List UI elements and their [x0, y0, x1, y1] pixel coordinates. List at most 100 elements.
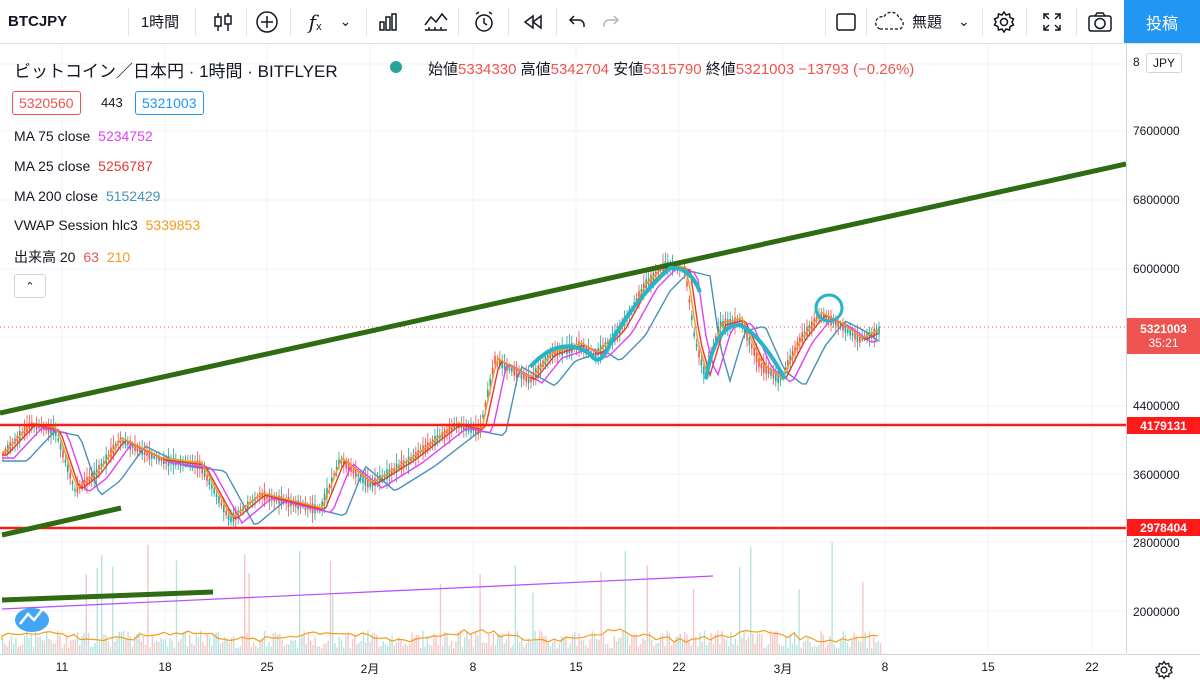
price-tick: 7600000: [1133, 124, 1180, 138]
volume-bar: [389, 639, 391, 654]
volume-bar: [343, 647, 345, 654]
time-axis[interactable]: [0, 654, 1126, 685]
volume-bar: [659, 635, 662, 654]
volume-bar: [842, 631, 844, 654]
layout-button[interactable]: 無題 ⌄: [872, 0, 982, 43]
volume-bar: [822, 634, 824, 654]
volume-bar: [479, 573, 481, 654]
volume-bar: [186, 646, 189, 654]
volume-bar: [26, 630, 28, 654]
vwap-legend[interactable]: VWAP Session hlc3 5339853: [14, 217, 200, 233]
ma75-legend[interactable]: MA 75 close 5234752: [14, 128, 153, 144]
volume-value: 63: [83, 249, 99, 265]
volume-bar: [329, 560, 332, 654]
add-compare-icon[interactable]: [250, 0, 284, 43]
volume-bar: [347, 632, 349, 654]
candle-body: [213, 488, 215, 494]
volume-bar: [279, 633, 281, 654]
volume-bar: [105, 635, 107, 654]
candle-body: [227, 514, 230, 521]
volume-bar: [230, 637, 233, 654]
volume-bar: [437, 645, 439, 654]
volume-bar: [142, 636, 145, 654]
volume-bar: [202, 641, 204, 654]
volume-bar: [708, 642, 710, 654]
candle-body: [729, 318, 731, 326]
currency-unit-button[interactable]: JPY: [1146, 53, 1182, 73]
volume-bar: [327, 640, 329, 654]
volume-bar: [450, 640, 453, 654]
interval-button[interactable]: 1時間: [130, 0, 190, 43]
candle-body: [355, 468, 357, 478]
replay-icon[interactable]: [516, 0, 550, 43]
volume-bar: [402, 645, 404, 654]
volume-bar: [145, 644, 147, 654]
candle-body: [849, 329, 851, 336]
volume-bar: [371, 633, 373, 654]
legend-collapse-button[interactable]: ⌃: [14, 274, 46, 298]
candle-body: [825, 315, 827, 322]
ma200-legend[interactable]: MA 200 close 5152429: [14, 188, 160, 204]
lower-trendline: [1, 505, 122, 538]
volume-bar: [653, 646, 655, 654]
post-button[interactable]: 投稿: [1124, 0, 1200, 43]
volume-bar: [204, 645, 206, 654]
volume-legend[interactable]: 出来高 20 63 210: [14, 247, 130, 267]
volume-bar: [741, 637, 743, 654]
volume-bar: [316, 646, 318, 654]
bar-chart-icon[interactable]: [370, 0, 406, 43]
bid-price-box[interactable]: 5320560: [12, 91, 81, 115]
templates-icon[interactable]: [418, 0, 454, 43]
candle-body: [746, 331, 748, 341]
alert-icon[interactable]: [466, 0, 502, 43]
tradingview-logo-icon: [15, 608, 49, 632]
candle-body: [700, 359, 703, 366]
symbol-search-button[interactable]: BTCJPY: [8, 0, 78, 43]
candle-body: [268, 493, 271, 502]
volume-bar: [545, 635, 547, 654]
ma200-value: 5152429: [105, 188, 161, 204]
volume-bar: [92, 646, 94, 654]
settings-icon[interactable]: [986, 0, 1022, 43]
volume-bar: [263, 631, 266, 654]
gear-icon[interactable]: [1127, 654, 1200, 685]
candle-body: [854, 332, 856, 340]
volume-bar: [325, 643, 327, 654]
volume-bar: [200, 630, 202, 654]
candles-icon[interactable]: [205, 0, 241, 43]
volume-bar: [875, 642, 877, 654]
volume-bar: [640, 644, 642, 654]
toolbar-divider: [1026, 8, 1027, 36]
ask-price-box[interactable]: 5321003: [135, 91, 204, 115]
fullscreen-icon[interactable]: [830, 0, 862, 43]
ma25-legend[interactable]: MA 25 close 5256787: [14, 158, 153, 174]
candle-body: [724, 318, 727, 329]
high-label: 高値: [520, 61, 551, 78]
candle-body: [266, 495, 268, 499]
market-status-icon: [390, 61, 402, 73]
volume-bar: [160, 637, 162, 654]
volume-bar: [664, 646, 666, 654]
candle-body: [527, 374, 530, 384]
chart-pane[interactable]: [0, 44, 1200, 684]
price-chart[interactable]: [0, 44, 1126, 654]
upper-level-label: 4179131: [1127, 417, 1200, 434]
volume-bar: [574, 632, 576, 654]
volume-bar: [662, 633, 664, 654]
undo-icon[interactable]: [562, 0, 592, 43]
candle-body: [703, 367, 705, 375]
lower-level-label: 2978404: [1127, 519, 1200, 536]
volume-bar: [739, 567, 741, 654]
volume-bar: [763, 647, 765, 654]
candle-body: [364, 476, 367, 486]
candle-body: [223, 505, 225, 513]
layout-name: 無題: [912, 14, 943, 31]
volume-bar: [686, 634, 688, 654]
volume-bar: [422, 630, 424, 654]
camera-icon[interactable]: [1082, 0, 1118, 43]
redo-icon[interactable]: [596, 0, 626, 43]
fullscreen-expand-icon[interactable]: [1034, 0, 1070, 43]
candle-body: [59, 443, 62, 450]
candle-body: [585, 346, 587, 352]
